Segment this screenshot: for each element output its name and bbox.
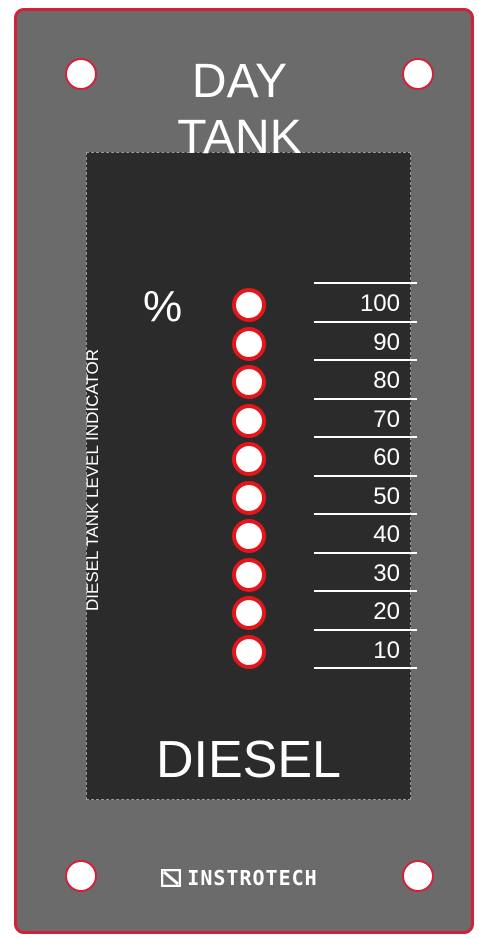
title-tank: TANK — [177, 111, 302, 164]
scale-label-90: 90 — [373, 328, 400, 356]
scale-tick — [314, 320, 417, 323]
mounting-hole-bottom-left — [65, 860, 97, 892]
vertical-label: DIESEL TANK LEVEL INDICATOR — [83, 348, 102, 612]
brand-logo: INSTROTECH — [0, 866, 479, 890]
scale-label-30: 30 — [373, 559, 400, 587]
scale-tick — [314, 551, 417, 554]
title-day: DAY — [191, 55, 288, 108]
mounting-hole-bottom-right — [402, 860, 434, 892]
led-30 — [232, 557, 266, 592]
scale-label-70: 70 — [373, 405, 400, 433]
scale-tick — [314, 474, 417, 477]
led-100 — [232, 288, 266, 322]
percent-symbol: % — [143, 282, 183, 331]
led-10 — [232, 634, 266, 669]
scale-tick — [314, 667, 417, 669]
led-50 — [232, 480, 266, 515]
scale-tick — [314, 436, 417, 438]
led-20 — [232, 596, 266, 630]
scale-tick — [314, 282, 417, 284]
scale-label-20: 20 — [373, 598, 400, 625]
scale-label-100: 100 — [359, 290, 400, 317]
scale-tick — [314, 590, 417, 592]
mounting-hole-top-left — [65, 58, 97, 90]
scale-tick — [314, 397, 417, 400]
slash-box-logo-icon — [161, 869, 182, 887]
scale-label-60: 60 — [373, 444, 400, 471]
scale-label-80: 80 — [373, 367, 400, 394]
scale-tick — [314, 628, 417, 631]
fuel-label: DIESEL — [156, 731, 341, 789]
scale-label-50: 50 — [373, 482, 400, 510]
scale-tick — [314, 359, 417, 361]
led-40 — [232, 519, 266, 553]
scale-label-10: 10 — [373, 636, 400, 664]
led-80 — [232, 365, 266, 399]
led-70 — [232, 403, 266, 438]
mounting-hole-top-right — [402, 58, 434, 90]
scale-label-40: 40 — [373, 521, 400, 548]
led-60 — [232, 442, 266, 476]
scale-tick — [314, 513, 417, 515]
brand-name: INSTROTECH — [187, 866, 318, 890]
led-90 — [232, 326, 266, 361]
